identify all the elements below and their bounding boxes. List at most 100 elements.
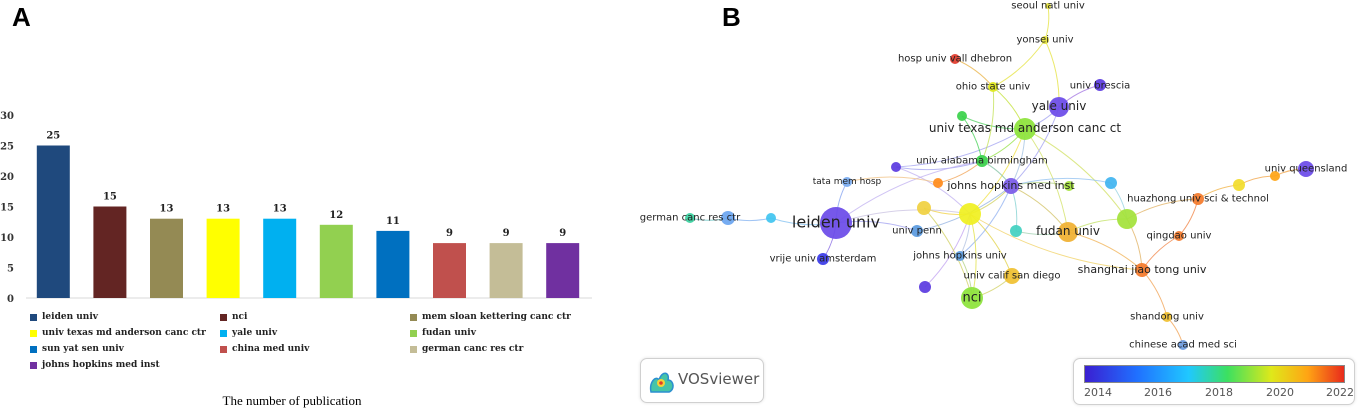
network-node-tata[interactable] xyxy=(842,177,852,187)
network-node-purple1[interactable] xyxy=(891,162,901,172)
colorbar-gradient xyxy=(1084,365,1345,383)
network-node-orange1[interactable] xyxy=(1270,171,1280,181)
network-node-leiden[interactable] xyxy=(820,207,852,239)
network-node-yellowdot[interactable] xyxy=(917,201,931,215)
bar-value-label: 12 xyxy=(329,210,343,221)
network-node-mda[interactable] xyxy=(1014,118,1036,140)
legend-item: mem sloan kettering canc ctr xyxy=(410,312,571,323)
node-label-leiden: leiden univ xyxy=(792,213,880,232)
legend-label: china med univ xyxy=(232,344,310,354)
network-node-orangedot[interactable] xyxy=(933,178,943,188)
bar-german-canc-res-ctr xyxy=(489,243,523,298)
network-node-alabama[interactable] xyxy=(976,155,988,167)
bar-value-label: 25 xyxy=(46,131,60,142)
network-node-penn[interactable] xyxy=(911,225,923,237)
network-node-green2[interactable] xyxy=(1064,181,1074,191)
network-node-green3[interactable] xyxy=(1117,209,1137,229)
network-node-ohio[interactable] xyxy=(988,82,998,92)
node-label-queensland: univ queensland xyxy=(1265,164,1348,175)
node-label-huazhong: huazhong univ sci & technol xyxy=(1127,194,1269,205)
network-node-yale[interactable] xyxy=(1049,97,1069,117)
network-node-qingdao[interactable] xyxy=(1174,231,1184,241)
bar-yale-univ xyxy=(263,218,297,298)
legend-swatch xyxy=(220,329,227,337)
legend-swatch xyxy=(410,313,417,321)
network-node-smallpurple[interactable] xyxy=(919,281,931,293)
network-nodes xyxy=(685,3,1314,350)
y-tick-label: 10 xyxy=(0,233,14,244)
node-label-german: german canc res ctr xyxy=(640,213,741,224)
network-node-seoul[interactable] xyxy=(1045,3,1051,9)
network-node-ucsd[interactable] xyxy=(1004,268,1020,284)
node-label-brescia: univ brescia xyxy=(1070,81,1131,92)
legend-item: sun yat sen univ xyxy=(30,344,124,355)
bar-mem-sloan-kettering-canc-ctr xyxy=(150,218,183,298)
network-node-shandong[interactable] xyxy=(1162,312,1172,322)
legend-item: fudan univ xyxy=(410,328,476,339)
network-node-cyan3[interactable] xyxy=(766,213,776,223)
network-node-hospvall[interactable] xyxy=(950,54,960,64)
legend-swatch xyxy=(30,361,37,369)
bar-value-label: 11 xyxy=(386,216,400,227)
bar-value-label: 9 xyxy=(446,228,453,239)
node-label-tata: tata mem hosp xyxy=(813,177,882,187)
vosviewer-logo-icon xyxy=(649,372,674,393)
colorbar-tick: 2018 xyxy=(1205,386,1233,399)
legend-label: mem sloan kettering canc ctr xyxy=(422,312,571,322)
bar-fudan-univ xyxy=(319,224,353,298)
network-node-queensland[interactable] xyxy=(1298,161,1314,177)
network-node-yonsei[interactable] xyxy=(1041,36,1049,44)
y-tick-label: 0 xyxy=(7,294,14,305)
network-node-german[interactable] xyxy=(685,213,695,223)
network-link xyxy=(1024,128,1128,220)
legend-item: yale univ xyxy=(220,328,277,339)
colorbar-tick: 2014 xyxy=(1084,386,1112,399)
y-tick-label: 20 xyxy=(0,172,14,183)
node-label-ucsd: univ calif san diego xyxy=(963,271,1060,282)
network-node-jhu[interactable] xyxy=(955,251,965,261)
legend-item: johns hopkins med inst xyxy=(30,360,160,371)
network-node-jhmi[interactable] xyxy=(1003,178,1019,194)
network-node-nci[interactable] xyxy=(961,287,983,309)
bar-value-label: 13 xyxy=(216,204,230,215)
bar-leiden-univ xyxy=(36,145,70,298)
legend-label: german canc res ctr xyxy=(422,344,524,354)
network-node-y2[interactable] xyxy=(959,203,981,225)
vosviewer-logo: VOSviewer xyxy=(640,358,764,403)
network-node-fudan[interactable] xyxy=(1058,222,1078,242)
network-link xyxy=(923,207,973,299)
network-link xyxy=(1024,128,1069,233)
legend-swatch xyxy=(220,345,227,353)
colorbar-tick: 2016 xyxy=(1144,386,1172,399)
network-node-cas[interactable] xyxy=(1178,340,1188,350)
node-label-qingdao: qingdao univ xyxy=(1147,231,1212,242)
network-node-bluedot[interactable] xyxy=(721,211,735,225)
network-node-huazhong[interactable] xyxy=(1192,193,1204,205)
network-link xyxy=(835,160,983,224)
node-label-nci: nci xyxy=(963,291,982,306)
network-node-cyan1[interactable] xyxy=(957,111,967,121)
network-map[interactable]: seoul natl univ yonsei univ hosp univ vall… xyxy=(630,0,1358,355)
network-link xyxy=(969,213,1143,271)
network-node-brescia[interactable] xyxy=(1094,79,1106,91)
bar-value-label: 15 xyxy=(103,192,117,203)
network-node-vrije[interactable] xyxy=(817,253,829,265)
chart-caption: The number of publication xyxy=(222,393,362,408)
bar-value-label: 9 xyxy=(503,228,510,239)
network-link xyxy=(992,39,1046,88)
node-label-mda: univ texas md anderson canc ct xyxy=(929,121,1121,135)
network-node-cyan2[interactable] xyxy=(1105,177,1117,189)
network-node-yellow1[interactable] xyxy=(1233,179,1245,191)
node-label-vrije: vrije univ amsterdam xyxy=(770,254,877,265)
y-tick-label: 5 xyxy=(7,264,14,275)
node-label-yonsei: yonsei univ xyxy=(1016,35,1073,46)
network-link xyxy=(1141,269,1168,318)
year-colorbar: 2014 2016 2018 2020 2022 xyxy=(1073,358,1355,405)
network-link xyxy=(846,176,939,184)
colorbar-tick: 2020 xyxy=(1266,386,1294,399)
network-node-teal1[interactable] xyxy=(1010,225,1022,237)
node-label-alabama: univ alabama birmingham xyxy=(916,156,1048,167)
bar-nci xyxy=(93,206,127,298)
network-node-shanghai[interactable] xyxy=(1135,263,1149,277)
panel-b-letter: B xyxy=(722,2,741,32)
